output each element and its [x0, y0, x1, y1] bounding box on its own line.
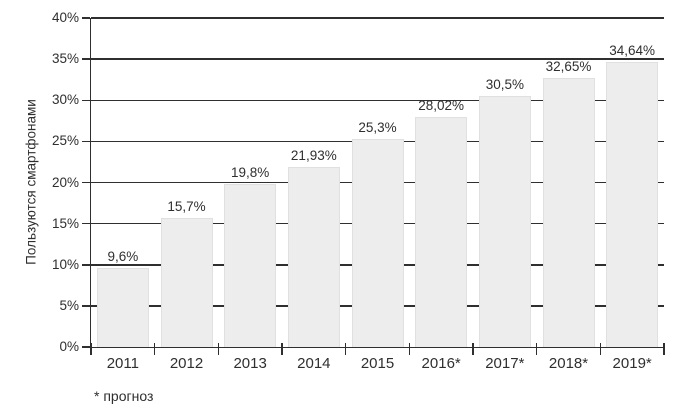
bar-value-label-2017*: 30,5% — [485, 77, 524, 93]
y-axis-tick-label-40%: 40% — [51, 10, 79, 25]
x-axis-label-2014: 2014 — [297, 355, 331, 372]
x-axis-tick-4 — [344, 342, 347, 355]
bar-value-label-2015: 25,3% — [358, 119, 397, 135]
x-axis-tick-3 — [281, 342, 283, 355]
bar-2013 — [224, 184, 277, 347]
bar-2014 — [287, 166, 340, 347]
x-axis-label-2017*: 2017* — [485, 355, 525, 372]
gridline-30% — [91, 99, 664, 101]
y-axis-tick-0% — [81, 346, 90, 348]
x-axis-tick-2 — [217, 342, 220, 355]
x-axis-tick-8 — [599, 342, 602, 355]
bar-value-label-2014: 21,93% — [290, 147, 337, 163]
y-axis-tick-label-35%: 35% — [51, 51, 79, 67]
y-axis-tick-label-20%: 20% — [51, 174, 79, 190]
footnote-forecast-note: * прогноз — [94, 388, 154, 404]
x-axis-label-2012: 2012 — [169, 355, 204, 372]
x-axis-label-2011: 2011 — [106, 355, 139, 372]
y-axis-tick-label-15%: 15% — [51, 215, 79, 231]
x-axis-tick-6 — [472, 342, 474, 355]
bar-value-label-2012: 15,7% — [167, 198, 206, 214]
y-axis-tick-30% — [81, 99, 90, 101]
x-axis-tick-5 — [408, 342, 411, 355]
y-axis-tick-25% — [81, 140, 90, 143]
bar-2012 — [160, 217, 213, 347]
x-axis-label-2015: 2015 — [360, 355, 395, 372]
y-axis-tick-label-30%: 30% — [51, 92, 79, 108]
x-axis-tick-7 — [535, 342, 538, 355]
bar-2017* — [478, 96, 531, 347]
bar-value-label-2013: 19,8% — [231, 165, 270, 181]
y-axis-tick-35% — [81, 58, 90, 60]
x-axis-label-2019*: 2019* — [612, 355, 652, 372]
y-axis-tick-label-5%: 5% — [59, 297, 79, 313]
x-axis-tick-9 — [663, 342, 665, 355]
x-axis-label-2018*: 2018* — [548, 355, 589, 372]
bar-2016* — [415, 116, 468, 347]
y-axis-tick-label-0%: 0% — [59, 339, 79, 354]
bar-value-label-2019*: 34,64% — [609, 43, 656, 59]
gridline-35% — [91, 58, 664, 60]
y-axis-tick-label-10%: 10% — [51, 256, 79, 272]
x-axis-label-2016*: 2016* — [421, 355, 461, 372]
bar-2018* — [542, 78, 595, 347]
x-axis-tick-1 — [153, 342, 156, 355]
y-axis-tick-10% — [81, 264, 90, 266]
y-axis-tick-15% — [81, 222, 90, 225]
plot-area: 0% 5% 10% 15% 20% 25% 30% 35% 40% 9,6% 15,7% 19,8% 2… — [52, 10, 665, 372]
bar-2015 — [351, 138, 404, 347]
x-axis-label-2013: 2013 — [233, 355, 267, 372]
y-axis-tick-label-25%: 25% — [51, 133, 79, 149]
bar-value-label-2016*: 28,02% — [418, 97, 465, 113]
y-axis-tick-40% — [81, 17, 90, 19]
y-axis-tick-20% — [81, 181, 90, 184]
bar-value-label-2018*: 32,65% — [545, 59, 592, 75]
x-axis-tick-0 — [90, 342, 92, 355]
y-axis-tick-5% — [81, 305, 90, 307]
bar-2011 — [96, 268, 149, 347]
bar-value-label-2011: 9,6% — [107, 249, 139, 265]
gridline-40% — [91, 17, 664, 19]
bar-2019* — [606, 62, 659, 347]
